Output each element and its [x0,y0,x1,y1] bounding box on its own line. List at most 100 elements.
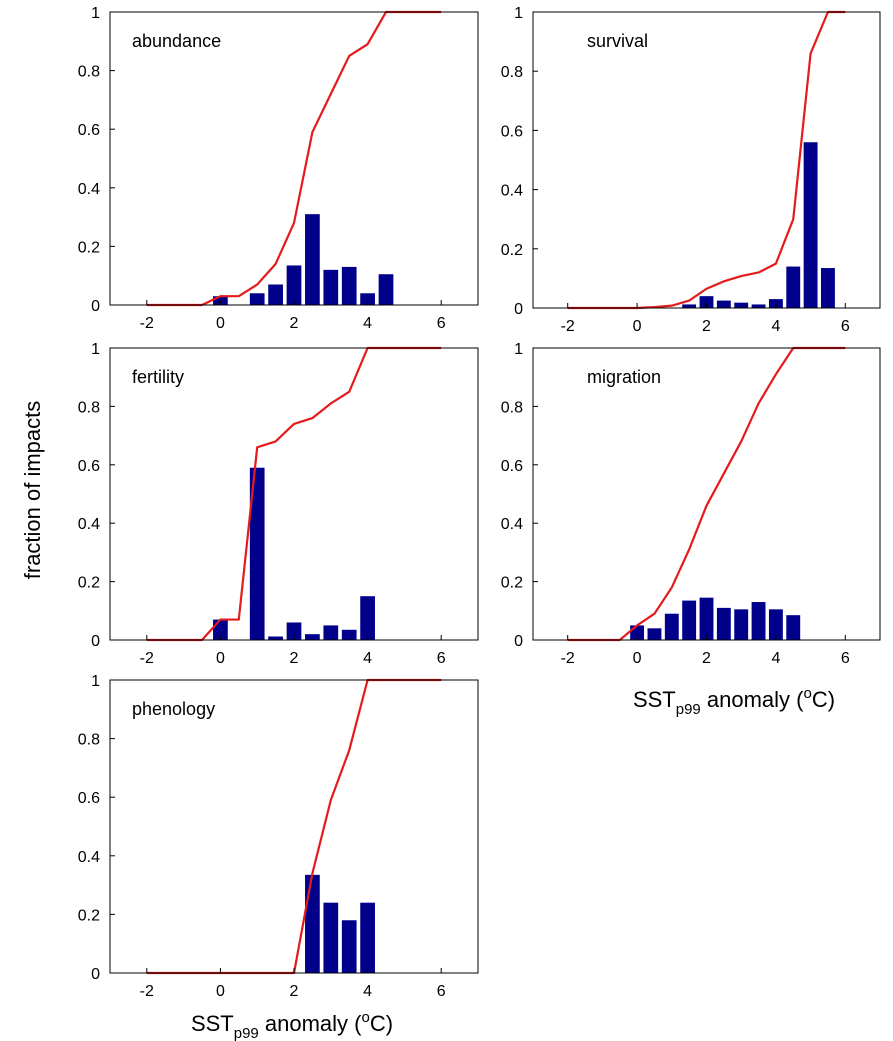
y-tick-label: 0.4 [501,183,523,200]
x-tick-label: 0 [633,318,642,335]
y-tick-label: 0.6 [78,122,100,139]
y-tick-label: 0.4 [501,516,523,533]
y-tick-label: 0 [514,301,523,318]
bar-migration-6 [734,609,749,640]
panel-fertility: -2 0 2 4 6 0 0.2 0.4 0.6 0.8 1 fertility [78,341,479,667]
bar-survival-3 [734,302,749,308]
cumulative-line-phenology [146,678,442,975]
panel-migration: -2 0 2 4 6 0 0.2 0.4 0.6 0.8 1 migration [501,341,881,667]
bar-fertility-2 [268,636,283,640]
bar-migration-8 [768,609,783,640]
y-tick-label: 0.6 [78,458,100,475]
y-tick-label: 0.2 [501,575,523,592]
cumulative-line-migration [567,346,846,642]
panel-label-abundance: abundance [132,31,221,51]
y-axis-label: fraction of impacts [20,401,45,580]
y-tick-label: 0.8 [501,399,523,416]
axes-frame-migration [532,347,881,641]
x-tick-label: 0 [216,983,225,1000]
bar-phenology-3 [360,902,375,973]
panel-label-migration: migration [587,367,661,387]
bar-migration-4 [699,597,714,640]
x-tick-label: -2 [140,650,154,667]
x-axis-label-bottom: SSTp99 anomaly (oC) [191,1009,393,1041]
bar-survival-4 [751,304,766,308]
bar-phenology-1 [323,902,339,973]
x-tick-label: 4 [363,315,372,332]
x-tick-label: 6 [841,318,850,335]
axes-frame-fertility [109,347,479,641]
y-tick-label: 1 [91,673,100,690]
cumulative-line-survival [567,10,846,310]
y-tick-label: 1 [514,5,523,22]
bar-abundance-3 [286,265,302,305]
y-tick-label: 0.2 [78,575,100,592]
x-tick-label: -2 [140,983,154,1000]
y-tick-label: 0.6 [78,790,100,807]
y-tick-label: 0 [91,966,100,983]
y-tick-label: 0.4 [78,181,100,198]
axes-frame-survival [532,11,881,309]
panel-abundance: -2 0 2 4 6 0 0.2 0.4 0.6 0.8 1 abundance [78,5,479,332]
bar-migration-3 [682,600,697,640]
x-tick-label: 2 [290,650,299,667]
x-axis-label-right: SSTp99 anomaly (oC) [633,685,835,718]
bar-survival-1 [699,296,714,308]
bar-migration-7 [751,602,766,640]
y-tick-label: 0.2 [78,239,100,256]
bar-survival-2 [716,300,731,308]
y-tick-label: 0.8 [78,399,100,416]
x-tick-label: 4 [771,650,780,667]
bar-migration-1 [647,628,662,640]
bar-fertility-4 [305,634,320,640]
x-tick-label: 4 [363,983,372,1000]
y-tick-label: 0.4 [78,516,100,533]
bar-migration-2 [664,613,679,640]
cumulative-line-fertility [146,346,442,642]
panel-phenology: -2 0 2 4 6 0 0.2 0.4 0.6 0.8 1 phenology [78,673,479,1000]
y-tick-label: 0 [91,298,100,315]
bar-fertility-7 [360,596,375,640]
y-tick-label: 1 [514,341,523,358]
y-tick-label: 0.2 [501,242,523,259]
x-tick-label: -2 [561,318,575,335]
cumulative-line-abundance [146,10,442,307]
x-tick-label: 6 [437,983,446,1000]
bar-fertility-5 [323,625,339,640]
y-tick-label: 0.6 [501,458,523,475]
bar-migration-5 [716,607,731,640]
bar-abundance-4 [305,214,320,305]
bar-abundance-2 [268,284,283,305]
bar-fertility-3 [286,622,302,640]
x-tick-label: 2 [290,983,299,1000]
y-tick-label: 0.2 [78,907,100,924]
panel-label-fertility: fertility [132,367,184,387]
bar-abundance-6 [341,266,357,305]
bar-survival-6 [786,266,801,308]
bar-survival-7 [803,142,818,308]
x-tick-label: 2 [290,315,299,332]
y-tick-label: 0.8 [78,64,100,81]
bar-migration-9 [786,615,801,640]
y-tick-label: 0.6 [501,123,523,140]
x-tick-label: 0 [216,315,225,332]
y-tick-label: 1 [91,5,100,22]
x-tick-label: -2 [140,315,154,332]
x-tick-label: 6 [437,315,446,332]
x-tick-label: -2 [561,650,575,667]
panel-label-survival: survival [587,31,648,51]
y-tick-label: 0.8 [78,732,100,749]
y-tick-label: 0 [514,633,523,650]
y-tick-label: 0.8 [501,64,523,81]
axes-frame-phenology [109,679,479,974]
x-tick-label: 4 [363,650,372,667]
x-tick-label: 4 [771,318,780,335]
y-tick-label: 0.4 [78,849,100,866]
bar-phenology-0 [305,874,320,973]
bar-abundance-1 [249,293,265,305]
bar-survival-0 [682,304,697,308]
panel-survival: -2 0 2 4 6 0 0.2 0.4 0.6 0.8 1 survival [501,5,881,335]
bar-survival-8 [821,268,835,308]
bar-abundance-7 [360,293,375,305]
